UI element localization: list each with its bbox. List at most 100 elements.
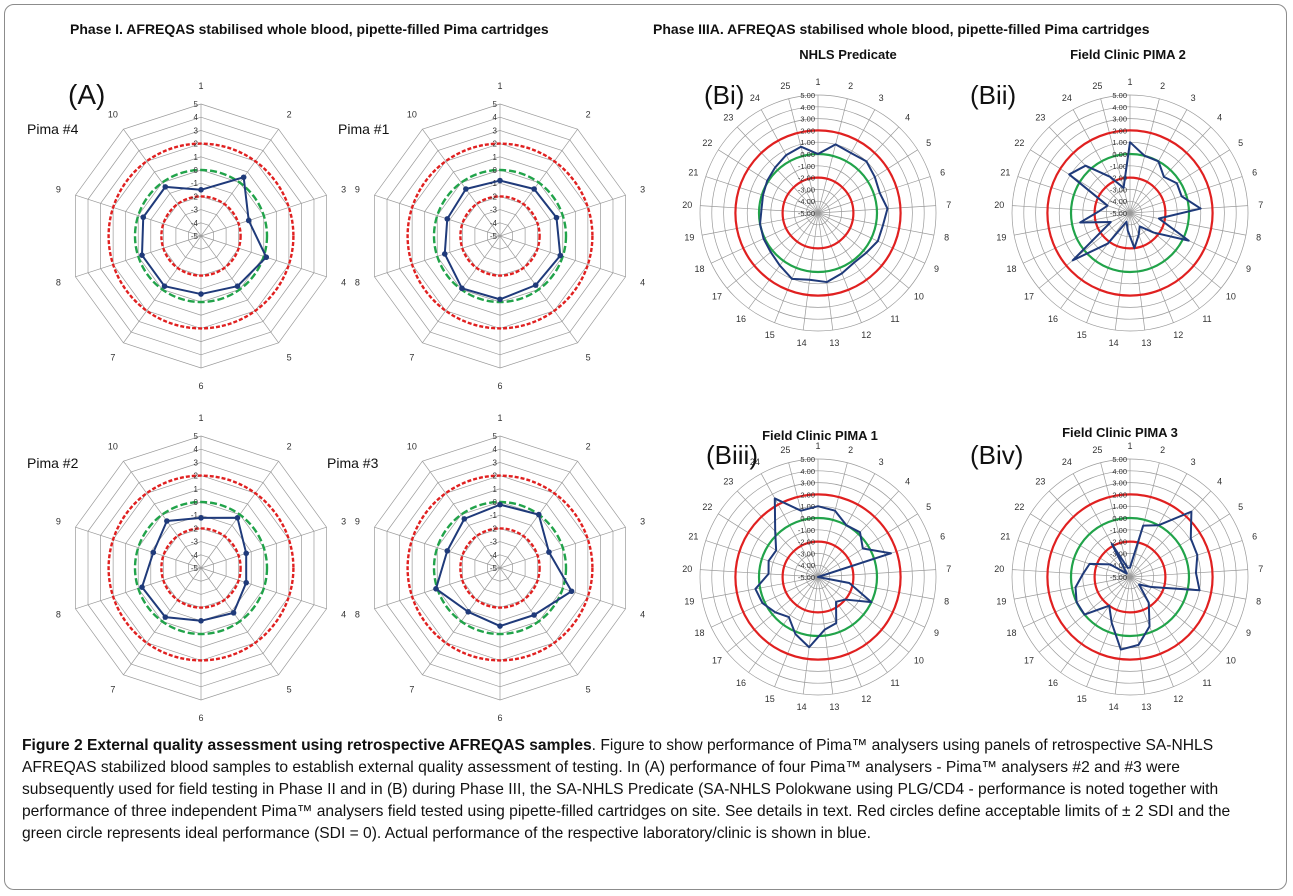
panel-label: (Biii) [706, 440, 758, 470]
category-label: 20 [682, 564, 692, 574]
category-label: 6 [1252, 532, 1257, 542]
data-point [497, 623, 503, 629]
category-label: 9 [1246, 628, 1251, 638]
category-label: 3 [341, 185, 346, 195]
tick-label: -4 [191, 219, 199, 228]
category-label: 9 [56, 185, 61, 195]
category-label: 11 [1202, 314, 1211, 324]
category-label: 14 [1109, 338, 1119, 348]
data-point [263, 254, 270, 261]
category-label: 20 [994, 200, 1004, 210]
data-point [459, 285, 465, 292]
category-label: 23 [723, 477, 733, 487]
category-label: 7 [1258, 564, 1263, 574]
data-point [198, 618, 204, 624]
category-label: 9 [56, 517, 61, 527]
tick-label: -3 [490, 538, 498, 547]
ideal-circle [133, 500, 269, 636]
category-label: 5 [287, 352, 292, 362]
tick-label: -4.00 [798, 561, 815, 570]
category-label: 17 [1024, 656, 1034, 666]
limit-circle [107, 474, 295, 662]
tick-label: 3 [493, 458, 498, 467]
radar-chart-2: -5 -4 -3 -2 -1 0 1 2 3 4 5 1 2 3 4 5 6 7 8 9 10 Pima #1 [338, 81, 645, 391]
category-label: 8 [355, 277, 360, 287]
panel-label: (Bi) [704, 80, 744, 110]
data-point [240, 174, 247, 181]
category-label: 8 [1256, 233, 1261, 243]
tick-label: 0 [493, 166, 498, 175]
category-label: 3 [640, 185, 645, 195]
grid-spoke [75, 526, 202, 569]
tick-label: 5 [194, 100, 199, 109]
tick-label: -5.00 [798, 209, 815, 218]
category-label: 11 [890, 314, 899, 324]
tick-label: 4 [194, 445, 199, 454]
category-label: 4 [640, 609, 645, 619]
panel-label: (Bii) [970, 80, 1016, 110]
category-label: 7 [110, 684, 115, 694]
performance-line [1074, 510, 1201, 651]
limit-circle [406, 142, 594, 330]
category-label: 18 [1006, 628, 1016, 638]
radar-chart-5: -5.00 -4.00 -3.00 -2.00 -1.00 0.00 1.00 2.00 3.0… [682, 47, 951, 348]
tick-label: 3.00 [1112, 115, 1127, 124]
performance-line [1068, 141, 1202, 262]
radar-chart-7: -5.00 -4.00 -3.00 -2.00 -1.00 0.00 1.00 2.00 3.0… [682, 428, 951, 712]
tick-label: -2.00 [798, 538, 815, 547]
chart-label: Pima #4 [27, 121, 79, 137]
grid-spoke [422, 129, 501, 237]
tick-label: -5.00 [1110, 209, 1127, 218]
data-point [162, 184, 169, 190]
tick-label: -2.00 [798, 174, 815, 183]
tick-label: 0.00 [1112, 514, 1127, 523]
data-point [198, 515, 204, 521]
category-label: 16 [1048, 678, 1058, 688]
grid-spoke [75, 194, 202, 237]
tick-label: -5.00 [1110, 573, 1127, 582]
category-label: 7 [409, 352, 414, 362]
data-point [444, 548, 451, 554]
data-point [234, 283, 241, 289]
category-label: 9 [934, 628, 939, 638]
tick-label: 0.00 [800, 150, 815, 159]
data-point [230, 610, 237, 616]
tick-label: 5.00 [800, 455, 815, 464]
category-label: 5 [926, 138, 931, 148]
data-point [139, 252, 145, 258]
tick-label: -2 [191, 524, 199, 533]
tick-label: -3 [191, 206, 199, 215]
data-point [245, 217, 252, 224]
phase-one-title: Phase I. AFREQAS stabilised whole blood,… [70, 21, 549, 37]
data-point [463, 186, 469, 192]
chart-label: Pima #2 [27, 455, 79, 471]
tick-label: -4.00 [1110, 197, 1127, 206]
category-label: 9 [934, 264, 939, 274]
tick-label: 3.00 [1112, 479, 1127, 488]
tick-label: 2 [493, 140, 498, 149]
tick-label: -4 [490, 551, 498, 560]
data-point [531, 612, 537, 618]
tick-label: 4 [493, 445, 498, 454]
tick-label: 3 [194, 458, 199, 467]
tick-label: 2 [493, 472, 498, 481]
tick-label: 2 [194, 472, 199, 481]
tick-label: 5.00 [1112, 455, 1127, 464]
data-point [433, 586, 439, 592]
tick-label: -3.00 [1110, 185, 1127, 194]
data-point [150, 549, 157, 556]
category-label: 3 [1191, 93, 1196, 103]
category-label: 24 [750, 457, 760, 467]
category-label: 2 [1160, 81, 1165, 91]
tick-label: -5.00 [798, 573, 815, 582]
chart-label: Pima #1 [338, 121, 390, 137]
category-label: 8 [56, 277, 61, 287]
caption-text: . Figure to show performance of Pima™ an… [22, 737, 1231, 842]
data-point [531, 186, 537, 192]
tick-label: -5 [490, 564, 498, 573]
phase-three-title: Phase IIIA. AFREQAS stabilised whole blo… [653, 21, 1150, 37]
category-label: 10 [914, 292, 924, 302]
figure-frame [4, 4, 1287, 890]
category-label: 25 [780, 81, 790, 91]
category-label: 24 [1062, 93, 1072, 103]
